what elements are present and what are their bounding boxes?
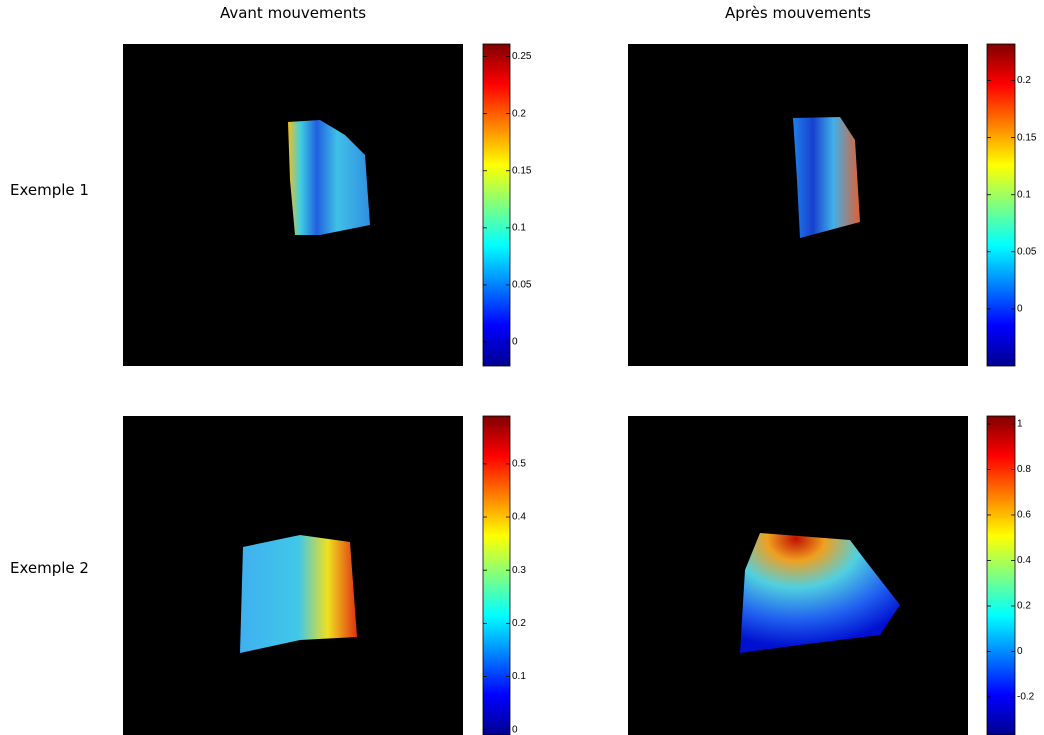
colorbar bbox=[482, 415, 511, 735]
colorbar-tick-label: 0.25 bbox=[512, 51, 532, 62]
image-region bbox=[240, 535, 357, 653]
colorbar-tick-label: 0.5 bbox=[512, 458, 526, 469]
colorbar-tick-label: 0.6 bbox=[1017, 510, 1031, 521]
colorbar-tick-label: 0.3 bbox=[512, 565, 526, 576]
colorbar-tick-label: 0 bbox=[1017, 304, 1023, 315]
row-label: Exemple 2 bbox=[10, 559, 89, 577]
image-region bbox=[288, 120, 370, 235]
image-region bbox=[793, 117, 860, 238]
colorbar-tick-label: 0.1 bbox=[512, 671, 526, 682]
image-region bbox=[740, 533, 900, 653]
colorbar bbox=[986, 43, 1016, 367]
image-panel bbox=[628, 44, 968, 366]
colorbar-tick-label: 0.2 bbox=[512, 108, 526, 119]
colorbar-tick-label: 0.8 bbox=[1017, 464, 1031, 475]
column-title: Avant mouvements bbox=[220, 4, 366, 22]
column-title: Après mouvements bbox=[725, 4, 871, 22]
row-label: Exemple 1 bbox=[10, 181, 89, 199]
colorbar-tick-label: 0.1 bbox=[1017, 189, 1031, 200]
colorbar-tick-label: 0 bbox=[512, 724, 518, 735]
colorbar bbox=[482, 43, 511, 367]
colorbar-tick-label: 0.1 bbox=[512, 222, 526, 233]
colorbar-tick-label: 0.4 bbox=[512, 512, 526, 523]
colorbar-tick-label: 0.05 bbox=[512, 280, 532, 291]
colorbar-tick-label: 0.15 bbox=[512, 165, 532, 176]
colorbar-tick-label: 0.2 bbox=[1017, 601, 1031, 612]
colorbar-tick-label: 0.4 bbox=[1017, 555, 1031, 566]
colorbar-tick-label: 0.05 bbox=[1017, 246, 1037, 257]
colorbar-tick-label: 0.2 bbox=[1017, 75, 1031, 86]
colorbar-tick-label: -0.2 bbox=[1017, 692, 1035, 703]
colorbar-tick-label: 1 bbox=[1017, 419, 1023, 430]
colorbar-tick-label: 0.15 bbox=[1017, 132, 1037, 143]
colorbar-tick-label: 0 bbox=[512, 337, 518, 348]
colorbar bbox=[986, 415, 1016, 735]
colorbar-tick-label: 0 bbox=[1017, 646, 1023, 657]
colorbar-tick-label: 0.2 bbox=[512, 618, 526, 629]
